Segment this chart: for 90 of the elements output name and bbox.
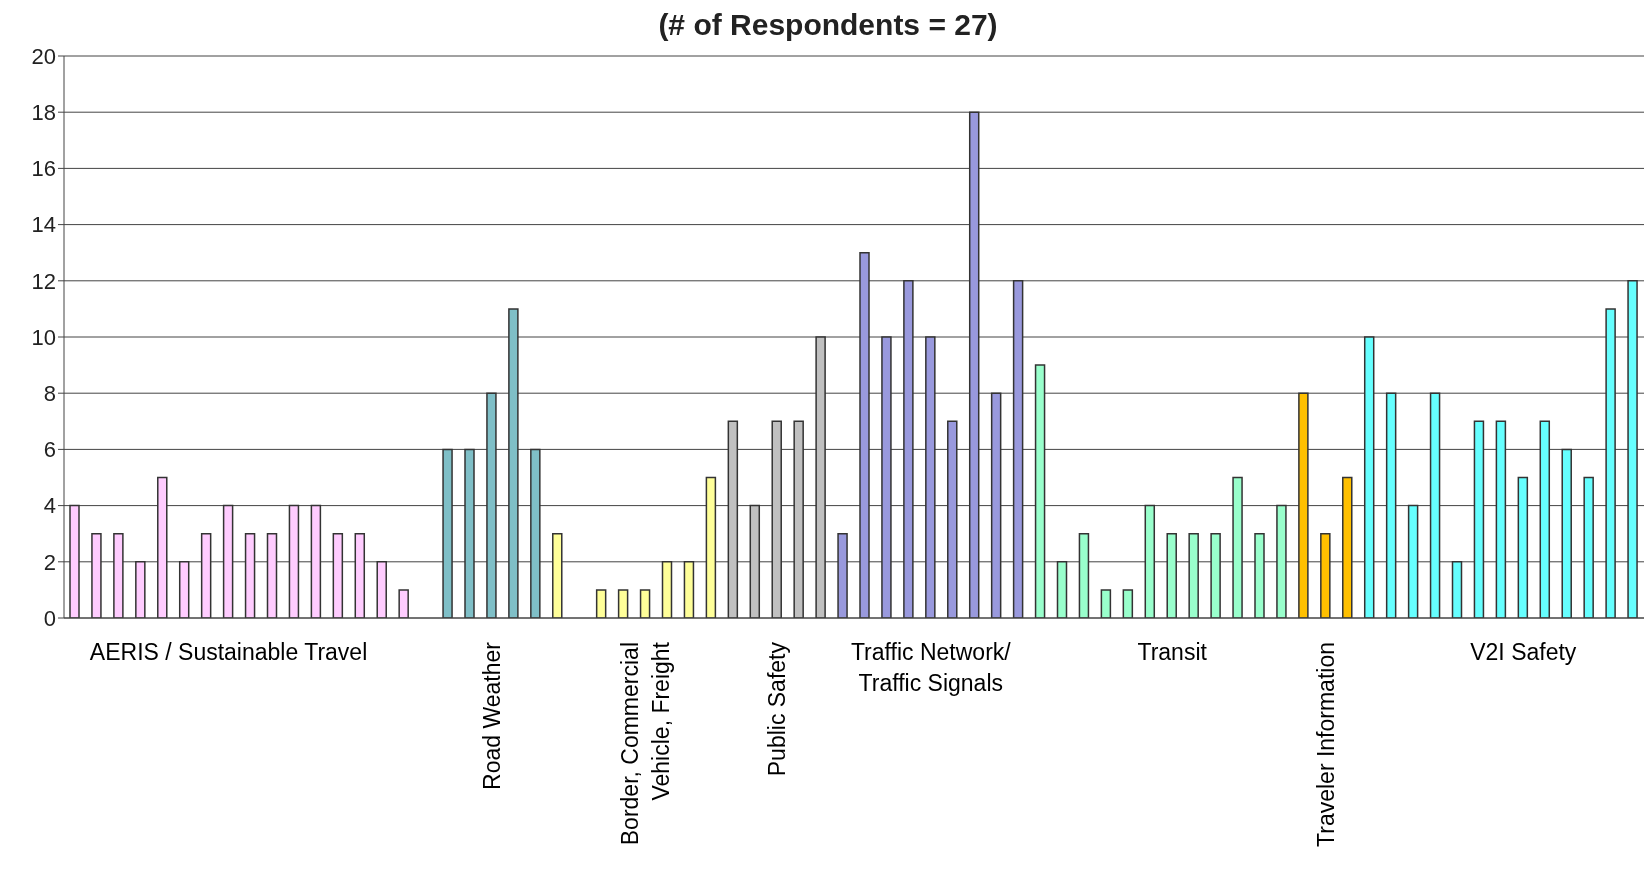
bar — [749, 504, 761, 618]
bar — [903, 280, 914, 618]
bar — [530, 448, 541, 618]
x-tick-label: AERIS / Sustainable Travel — [89, 639, 368, 666]
bar — [617, 589, 629, 618]
bar — [705, 476, 717, 618]
bar — [288, 504, 300, 618]
bar — [683, 561, 695, 618]
bar — [1320, 532, 1331, 618]
bar — [1276, 504, 1287, 618]
bar — [157, 476, 168, 618]
y-tick-label: 2 — [43, 549, 56, 575]
bar — [552, 532, 563, 618]
bar — [200, 532, 212, 618]
x-tick-label: Traveler Information — [1312, 642, 1339, 847]
bar — [1495, 420, 1507, 618]
bar — [1232, 476, 1243, 618]
bar — [925, 336, 936, 618]
x-tick-label: Border, Commercial Vehicle, Freight — [617, 641, 675, 846]
bar — [222, 504, 234, 618]
bar — [464, 448, 475, 618]
bar — [595, 589, 607, 618]
bar — [178, 561, 190, 618]
bar — [1385, 392, 1397, 618]
y-tick-label: 14 — [31, 212, 56, 238]
x-tick-label: Traffic Network/ Traffic Signals — [850, 639, 1012, 697]
bar — [837, 532, 848, 618]
bar — [815, 336, 826, 618]
bar — [1473, 420, 1485, 618]
bar — [1429, 392, 1441, 618]
bar — [793, 420, 804, 618]
bar — [1539, 420, 1551, 618]
bar — [881, 336, 892, 618]
bar — [1583, 476, 1594, 618]
x-tick-label: V2I Safety — [1470, 639, 1577, 666]
bar — [1561, 448, 1572, 618]
bar — [661, 561, 673, 618]
bar — [968, 111, 980, 618]
bar — [398, 589, 409, 618]
x-tick-label: Public Safety — [764, 641, 791, 777]
bar — [990, 392, 1002, 618]
bar — [1012, 280, 1024, 618]
x-tick-label: Road Weather — [478, 641, 505, 790]
bar — [1407, 504, 1419, 618]
bar — [1078, 532, 1090, 618]
bar — [354, 532, 366, 618]
bar — [91, 532, 102, 618]
y-tick-label: 6 — [43, 437, 56, 463]
bar — [727, 420, 739, 618]
bar — [771, 420, 782, 618]
bar — [376, 561, 387, 618]
bar — [1363, 336, 1375, 618]
bar — [1298, 392, 1309, 618]
bar — [1627, 280, 1638, 618]
bar — [1144, 504, 1156, 618]
bar — [639, 589, 651, 618]
bar — [244, 532, 256, 618]
bar — [1451, 561, 1463, 618]
y-tick-label: 12 — [31, 268, 56, 294]
y-tick-label: 0 — [43, 605, 56, 631]
bar — [1166, 532, 1177, 618]
bar — [113, 532, 124, 618]
bar — [1517, 476, 1529, 618]
bar — [1100, 589, 1112, 618]
y-tick-label: 8 — [43, 381, 56, 407]
bar — [332, 532, 344, 618]
y-tick-label: 18 — [31, 100, 56, 126]
x-tick-label: Transit — [1137, 639, 1208, 666]
y-tick-label: 16 — [31, 156, 56, 182]
bar — [310, 504, 322, 618]
chart-title: (# of Respondents = 27) — [657, 8, 999, 42]
y-tick-label: 10 — [31, 324, 56, 350]
y-tick-label: 4 — [43, 493, 56, 519]
bar — [135, 561, 146, 618]
bar — [442, 448, 453, 618]
bar — [1210, 532, 1221, 618]
bar — [947, 420, 958, 618]
bar — [508, 308, 519, 618]
bar — [1122, 589, 1134, 618]
bar — [859, 251, 870, 618]
bar — [1605, 308, 1616, 618]
bar — [1034, 364, 1046, 618]
bar — [1342, 476, 1353, 618]
bar — [1254, 532, 1265, 618]
bar — [1188, 532, 1199, 618]
y-tick-label: 20 — [31, 43, 56, 69]
bar — [69, 504, 80, 618]
bar — [266, 532, 278, 618]
bar — [486, 392, 497, 618]
bar — [1056, 561, 1068, 618]
